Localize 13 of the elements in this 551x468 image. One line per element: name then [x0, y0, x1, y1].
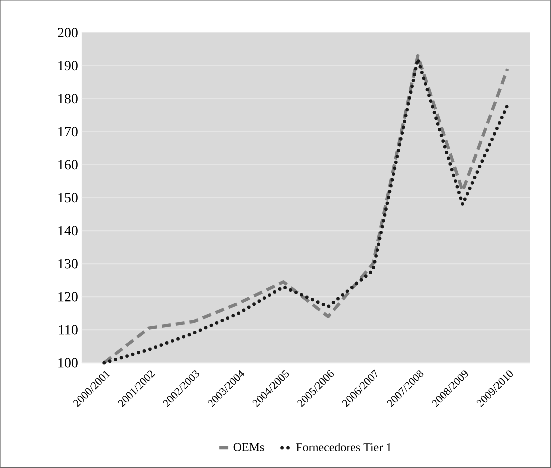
y-tick-label: 140: [58, 226, 78, 236]
y-tick-label: 130: [58, 259, 78, 269]
y-tick-label: 170: [58, 127, 78, 137]
y-tick-label: 200: [58, 28, 78, 38]
y-tick-label: 190: [58, 61, 78, 71]
y-tick-label: 160: [58, 160, 78, 170]
y-tick-label: 100: [58, 358, 78, 368]
y-tick-label: 180: [58, 94, 78, 104]
y-tick-label: 110: [59, 325, 78, 335]
y-tick-label: 150: [58, 193, 78, 203]
legend-label: Fornecedores Tier 1: [296, 443, 392, 452]
y-tick-label: 120: [58, 292, 78, 302]
legend-label: OEMs: [234, 443, 264, 452]
